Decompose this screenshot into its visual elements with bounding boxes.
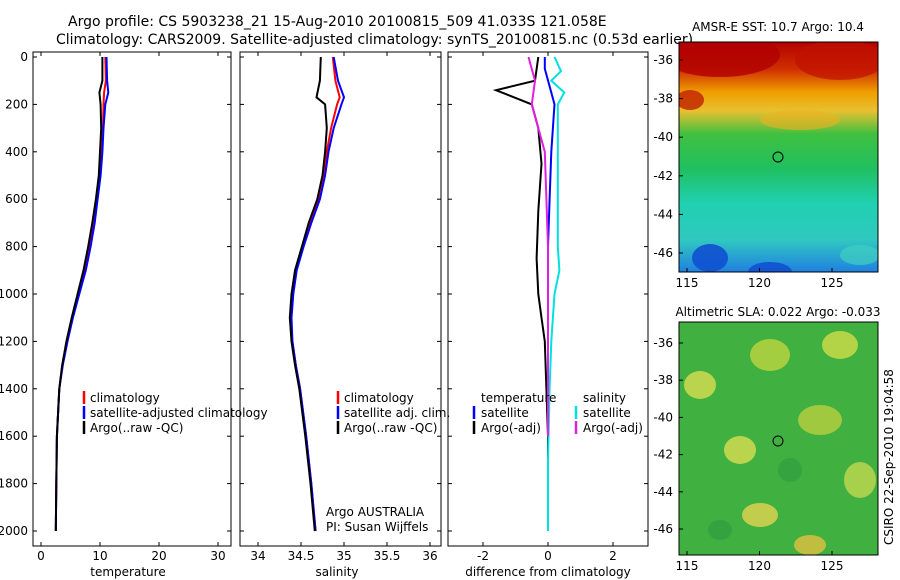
depth-tick-label: 2000 — [0, 524, 28, 538]
salinity-legend: climatology satellite adj. clim. Argo(..… — [336, 391, 450, 435]
salinity-axes — [239, 51, 442, 547]
map-y-tick-label: -36 — [653, 53, 673, 67]
map-y-tick-label: -40 — [653, 410, 673, 424]
map-y-tick-label: -38 — [653, 92, 673, 106]
depth-tick-label: 1200 — [0, 334, 28, 348]
depth-tick-label: 600 — [5, 192, 28, 206]
x-tick-label: 0 — [544, 549, 552, 563]
temperature-axes — [32, 51, 232, 547]
x-tick-label: 36 — [422, 549, 437, 563]
argo-position-marker — [772, 151, 784, 163]
difference-lines — [492, 56, 566, 531]
map-y-tick-label: -42 — [653, 448, 673, 462]
argo-position-marker — [772, 435, 784, 447]
sst-map-y-ticks: -36 -38 -40 -42 -44 -46 — [653, 53, 683, 260]
series-line-climatology — [54, 56, 107, 532]
map-x-tick-label: 125 — [821, 276, 844, 290]
sla-map-field — [679, 322, 878, 555]
x-tick-label: 30 — [210, 549, 225, 563]
map-y-tick-label: -46 — [653, 246, 673, 260]
depth-tick-label: 800 — [5, 240, 28, 254]
figure-title-line1: Argo profile: CS 5903238_21 15-Aug-2010 … — [68, 14, 607, 30]
x-tick-label: 2 — [609, 549, 617, 563]
map-y-tick-label: -40 — [653, 130, 673, 144]
series-line-salinity-satellite — [547, 56, 566, 531]
series-line-argo-raw-qc- — [54, 57, 104, 532]
depth-tick-labels: 0 200 400 600 800 1000 1200 1400 1600 1800 2000 — [0, 50, 648, 538]
depth-tick-label: 1600 — [0, 429, 28, 443]
series-line-temperature-argo-adj- — [492, 56, 549, 531]
temperature-lines — [54, 56, 110, 532]
legend-label-climatology: climatology — [344, 391, 414, 405]
figure-title-line2: Climatology: CARS2009. Satellite-adjuste… — [56, 32, 693, 48]
sla-map-x-ticks: 115 120 125 — [676, 551, 844, 573]
x-tick-label: -2 — [477, 549, 489, 563]
temperature-x-tick-labels: 0 10 20 30 — [37, 52, 226, 563]
depth-tick-label: 0 — [20, 50, 28, 64]
x-tick-label: 20 — [151, 549, 166, 563]
legend-label-satellite: satellite adj. clim. — [344, 406, 450, 420]
map-x-tick-label: 115 — [676, 276, 699, 290]
series-line-salinity-argo-adj- — [527, 56, 549, 437]
x-tick-label: 0 — [37, 549, 45, 563]
sst-map-frame — [678, 41, 879, 273]
sla-map-frame — [678, 321, 879, 556]
map-y-tick-label: -42 — [653, 169, 673, 183]
x-tick-label: 10 — [92, 549, 107, 563]
sla-map-y-ticks: -36 -38 -40 -42 -44 -46 — [653, 336, 683, 536]
legend-label-argo: Argo(..raw -QC) — [90, 421, 183, 435]
salinity-lines — [288, 56, 346, 532]
legend-label-temp-satellite: satellite — [481, 406, 529, 420]
map-x-tick-label: 120 — [748, 276, 771, 290]
map-x-tick-label: 120 — [748, 559, 771, 573]
csiro-credit: CSIRO 22-Sep-2010 19:04:58 — [882, 369, 896, 545]
sst-map-title: AMSR-E SST: 10.7 Argo: 10.4 — [692, 20, 864, 34]
legend-label-climatology: climatology — [90, 391, 160, 405]
depth-tick-label: 1000 — [0, 287, 28, 301]
x-tick-label: 35.5 — [374, 549, 401, 563]
legend-label-satellite: satellite-adjusted climatology — [90, 406, 268, 420]
map-x-tick-label: 115 — [676, 559, 699, 573]
map-y-tick-label: -46 — [653, 522, 673, 536]
series-line-temperature-satellite — [543, 57, 556, 531]
legend-label-sal-satellite: satellite — [583, 406, 631, 420]
depth-tick-label: 400 — [5, 145, 28, 159]
x-tick-label: 34 — [250, 549, 265, 563]
map-y-tick-label: -44 — [653, 207, 673, 221]
depth-tick-label: 1800 — [0, 477, 28, 491]
difference-xlabel: difference from climatology — [465, 565, 631, 579]
depth-tick-label: 1400 — [0, 382, 28, 396]
series-line-climatology — [289, 56, 341, 532]
sst-map-x-ticks: 115 120 125 — [676, 268, 844, 290]
legend-label-argo: Argo(..raw -QC) — [344, 421, 437, 435]
sla-map-title: Altimetric SLA: 0.022 Argo: -0.033 — [675, 305, 880, 319]
depth-tick-label: 200 — [5, 97, 28, 111]
legend-heading-salinity: salinity — [583, 391, 626, 405]
salinity-x-tick-labels: 34 34.5 35 35.5 36 — [250, 52, 438, 563]
salinity-xlabel: salinity — [315, 565, 358, 579]
map-y-tick-label: -44 — [653, 485, 673, 499]
map-x-tick-label: 125 — [821, 559, 844, 573]
legend-label-sal-argo: Argo(-adj) — [583, 421, 643, 435]
x-tick-label: 35 — [336, 549, 351, 563]
pi-annotation: PI: Susan Wijffels — [326, 520, 428, 534]
x-tick-label: 34.5 — [288, 549, 315, 563]
difference-x-tick-labels: -2 0 2 — [477, 52, 617, 563]
temperature-legend: climatology satellite-adjusted climatolo… — [82, 391, 268, 435]
difference-legend: temperature salinity satellite Argo(-adj… — [472, 391, 643, 435]
legend-label-temp-argo: Argo(-adj) — [481, 421, 541, 435]
sst-map-field — [679, 42, 878, 272]
argo-agency-annotation: Argo AUSTRALIA — [326, 505, 425, 519]
legend-heading-temperature: temperature — [481, 391, 556, 405]
map-y-tick-label: -38 — [653, 373, 673, 387]
map-y-tick-label: -36 — [653, 336, 673, 350]
series-line-argo-raw-qc- — [288, 56, 328, 532]
series-line-satellite-adj-clim- — [290, 56, 346, 532]
temperature-xlabel: temperature — [90, 565, 165, 579]
